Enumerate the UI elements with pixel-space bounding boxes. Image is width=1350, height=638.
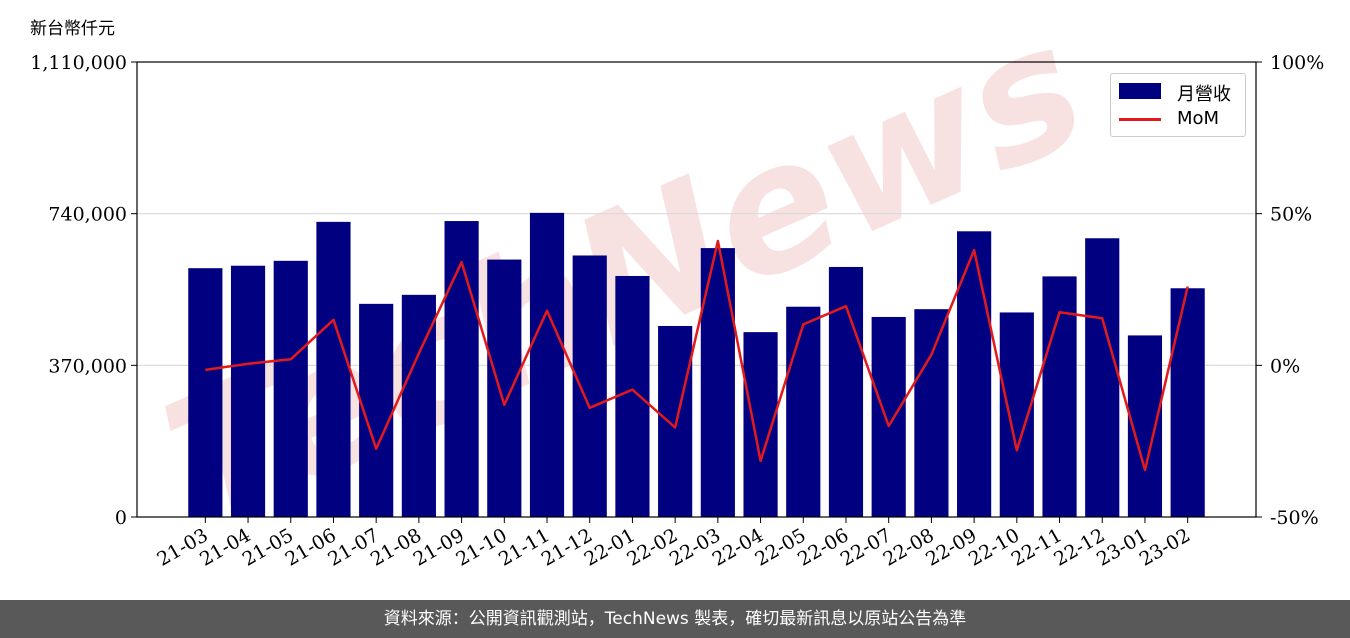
revenue-bar <box>828 266 864 517</box>
revenue-bar <box>273 260 308 517</box>
legend-label-revenue: 月營收 <box>1177 84 1231 105</box>
y-right-tick-label: 100% <box>1270 52 1324 74</box>
mom-line <box>205 239 1189 472</box>
revenue-bar <box>1085 238 1120 517</box>
legend: 月營收 MoM <box>1110 73 1246 137</box>
y-left-tick-label: 1,110,000 <box>30 52 127 74</box>
revenue-bar <box>1170 288 1205 517</box>
y-right-tick-label: 50% <box>1270 204 1312 226</box>
legend-swatch-bar <box>1119 83 1161 99</box>
revenue-bar <box>572 255 607 517</box>
y-left-tick-label: 740,000 <box>48 204 127 226</box>
revenue-bar <box>1042 276 1077 517</box>
y-left-tick-label: 0 <box>115 507 127 529</box>
mom-line-series <box>205 239 1189 472</box>
revenue-bar <box>658 325 693 517</box>
revenue-bar <box>786 306 821 517</box>
revenue-bar <box>487 259 522 517</box>
y-left-tick-label: 370,000 <box>48 355 127 377</box>
y-right-tick-label: 0% <box>1270 355 1300 377</box>
source-footer: 資料來源：公開資訊觀測站，TechNews 製表，確切最新訊息以原站公告為準 <box>0 600 1350 638</box>
y-axis-unit-label: 新台幣仟元 <box>30 19 115 39</box>
plot-frame <box>136 61 1257 518</box>
chart: TechNews 0370,000740,0001,110,000-50%0%5… <box>30 0 1324 571</box>
bar-series <box>188 212 1205 517</box>
revenue-bar <box>871 316 906 517</box>
legend-swatch-line <box>1119 118 1161 121</box>
y-right-tick-label: -50% <box>1270 507 1319 529</box>
legend-label-mom: MoM <box>1177 108 1220 129</box>
revenue-bar <box>914 309 949 517</box>
revenue-bar <box>957 231 992 517</box>
revenue-bar <box>188 268 223 517</box>
revenue-bar <box>529 212 565 517</box>
revenue-bar <box>230 265 266 517</box>
revenue-bar <box>615 275 650 517</box>
revenue-bar <box>444 221 479 517</box>
revenue-bar <box>316 221 351 517</box>
